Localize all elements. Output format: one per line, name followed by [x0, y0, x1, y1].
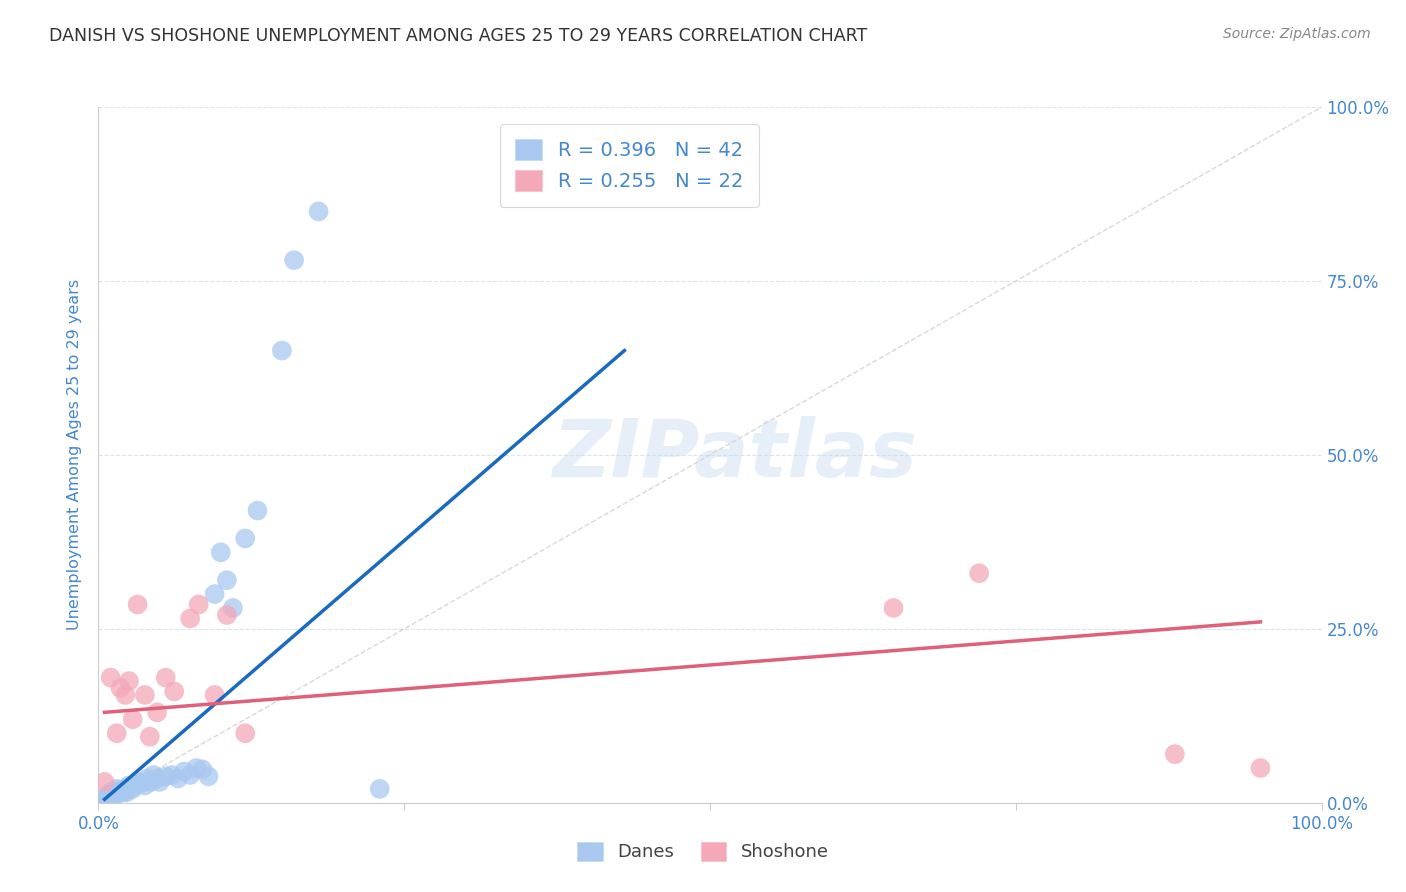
Legend: R = 0.396   N = 42, R = 0.255   N = 22: R = 0.396 N = 42, R = 0.255 N = 22: [499, 124, 759, 207]
Point: [233, 726, 256, 740]
Point: [105, 726, 128, 740]
Point: [100, 788, 122, 802]
Point: [215, 607, 238, 622]
Point: [368, 781, 391, 796]
Point: [209, 545, 232, 559]
Point: [100, 671, 122, 685]
Point: [129, 776, 152, 790]
Point: [146, 706, 169, 720]
Point: [186, 761, 208, 775]
Point: [110, 783, 132, 797]
Point: [100, 785, 122, 799]
Point: [215, 573, 238, 587]
Point: [1164, 747, 1187, 761]
Point: [124, 778, 146, 792]
Point: [142, 768, 165, 782]
Point: [115, 785, 138, 799]
Point: [246, 503, 269, 517]
Point: [121, 781, 143, 796]
Point: [114, 688, 136, 702]
Point: [233, 532, 256, 546]
Point: [97, 790, 120, 805]
Point: [127, 775, 149, 789]
Point: [114, 781, 136, 796]
Point: [179, 611, 201, 625]
Point: [204, 688, 226, 702]
Point: [283, 253, 305, 268]
Point: [187, 598, 209, 612]
Point: [118, 674, 141, 689]
Y-axis label: Unemployment Among Ages 25 to 29 years: Unemployment Among Ages 25 to 29 years: [67, 279, 83, 631]
Legend: Danes, Shoshone: Danes, Shoshone: [565, 830, 841, 874]
Point: [155, 769, 177, 783]
Point: [93, 775, 115, 789]
Point: [93, 792, 115, 806]
Point: [967, 566, 990, 581]
Point: [167, 772, 190, 786]
Point: [96, 789, 118, 803]
Point: [204, 587, 226, 601]
Point: [103, 785, 125, 799]
Point: [308, 204, 330, 219]
Point: [110, 681, 132, 695]
Text: DANISH VS SHOSHONE UNEMPLOYMENT AMONG AGES 25 TO 29 YEARS CORRELATION CHART: DANISH VS SHOSHONE UNEMPLOYMENT AMONG AG…: [49, 27, 868, 45]
Point: [139, 775, 162, 789]
Point: [1249, 761, 1271, 775]
Point: [111, 785, 134, 799]
Point: [173, 764, 195, 779]
Point: [139, 730, 162, 744]
Point: [146, 772, 169, 786]
Point: [121, 712, 143, 726]
Point: [105, 788, 128, 802]
Point: [163, 684, 186, 698]
Point: [222, 601, 245, 615]
Point: [101, 789, 124, 803]
Point: [270, 343, 294, 358]
Point: [134, 688, 156, 702]
Text: ZIPatlas: ZIPatlas: [553, 416, 917, 494]
Point: [179, 768, 201, 782]
Point: [883, 601, 905, 615]
Point: [105, 781, 128, 796]
Point: [155, 671, 177, 685]
Point: [136, 772, 159, 786]
Point: [149, 775, 172, 789]
Point: [160, 768, 183, 782]
Point: [118, 778, 141, 792]
Point: [191, 763, 214, 777]
Point: [127, 598, 149, 612]
Text: Source: ZipAtlas.com: Source: ZipAtlas.com: [1223, 27, 1371, 41]
Point: [197, 769, 219, 783]
Point: [134, 778, 156, 792]
